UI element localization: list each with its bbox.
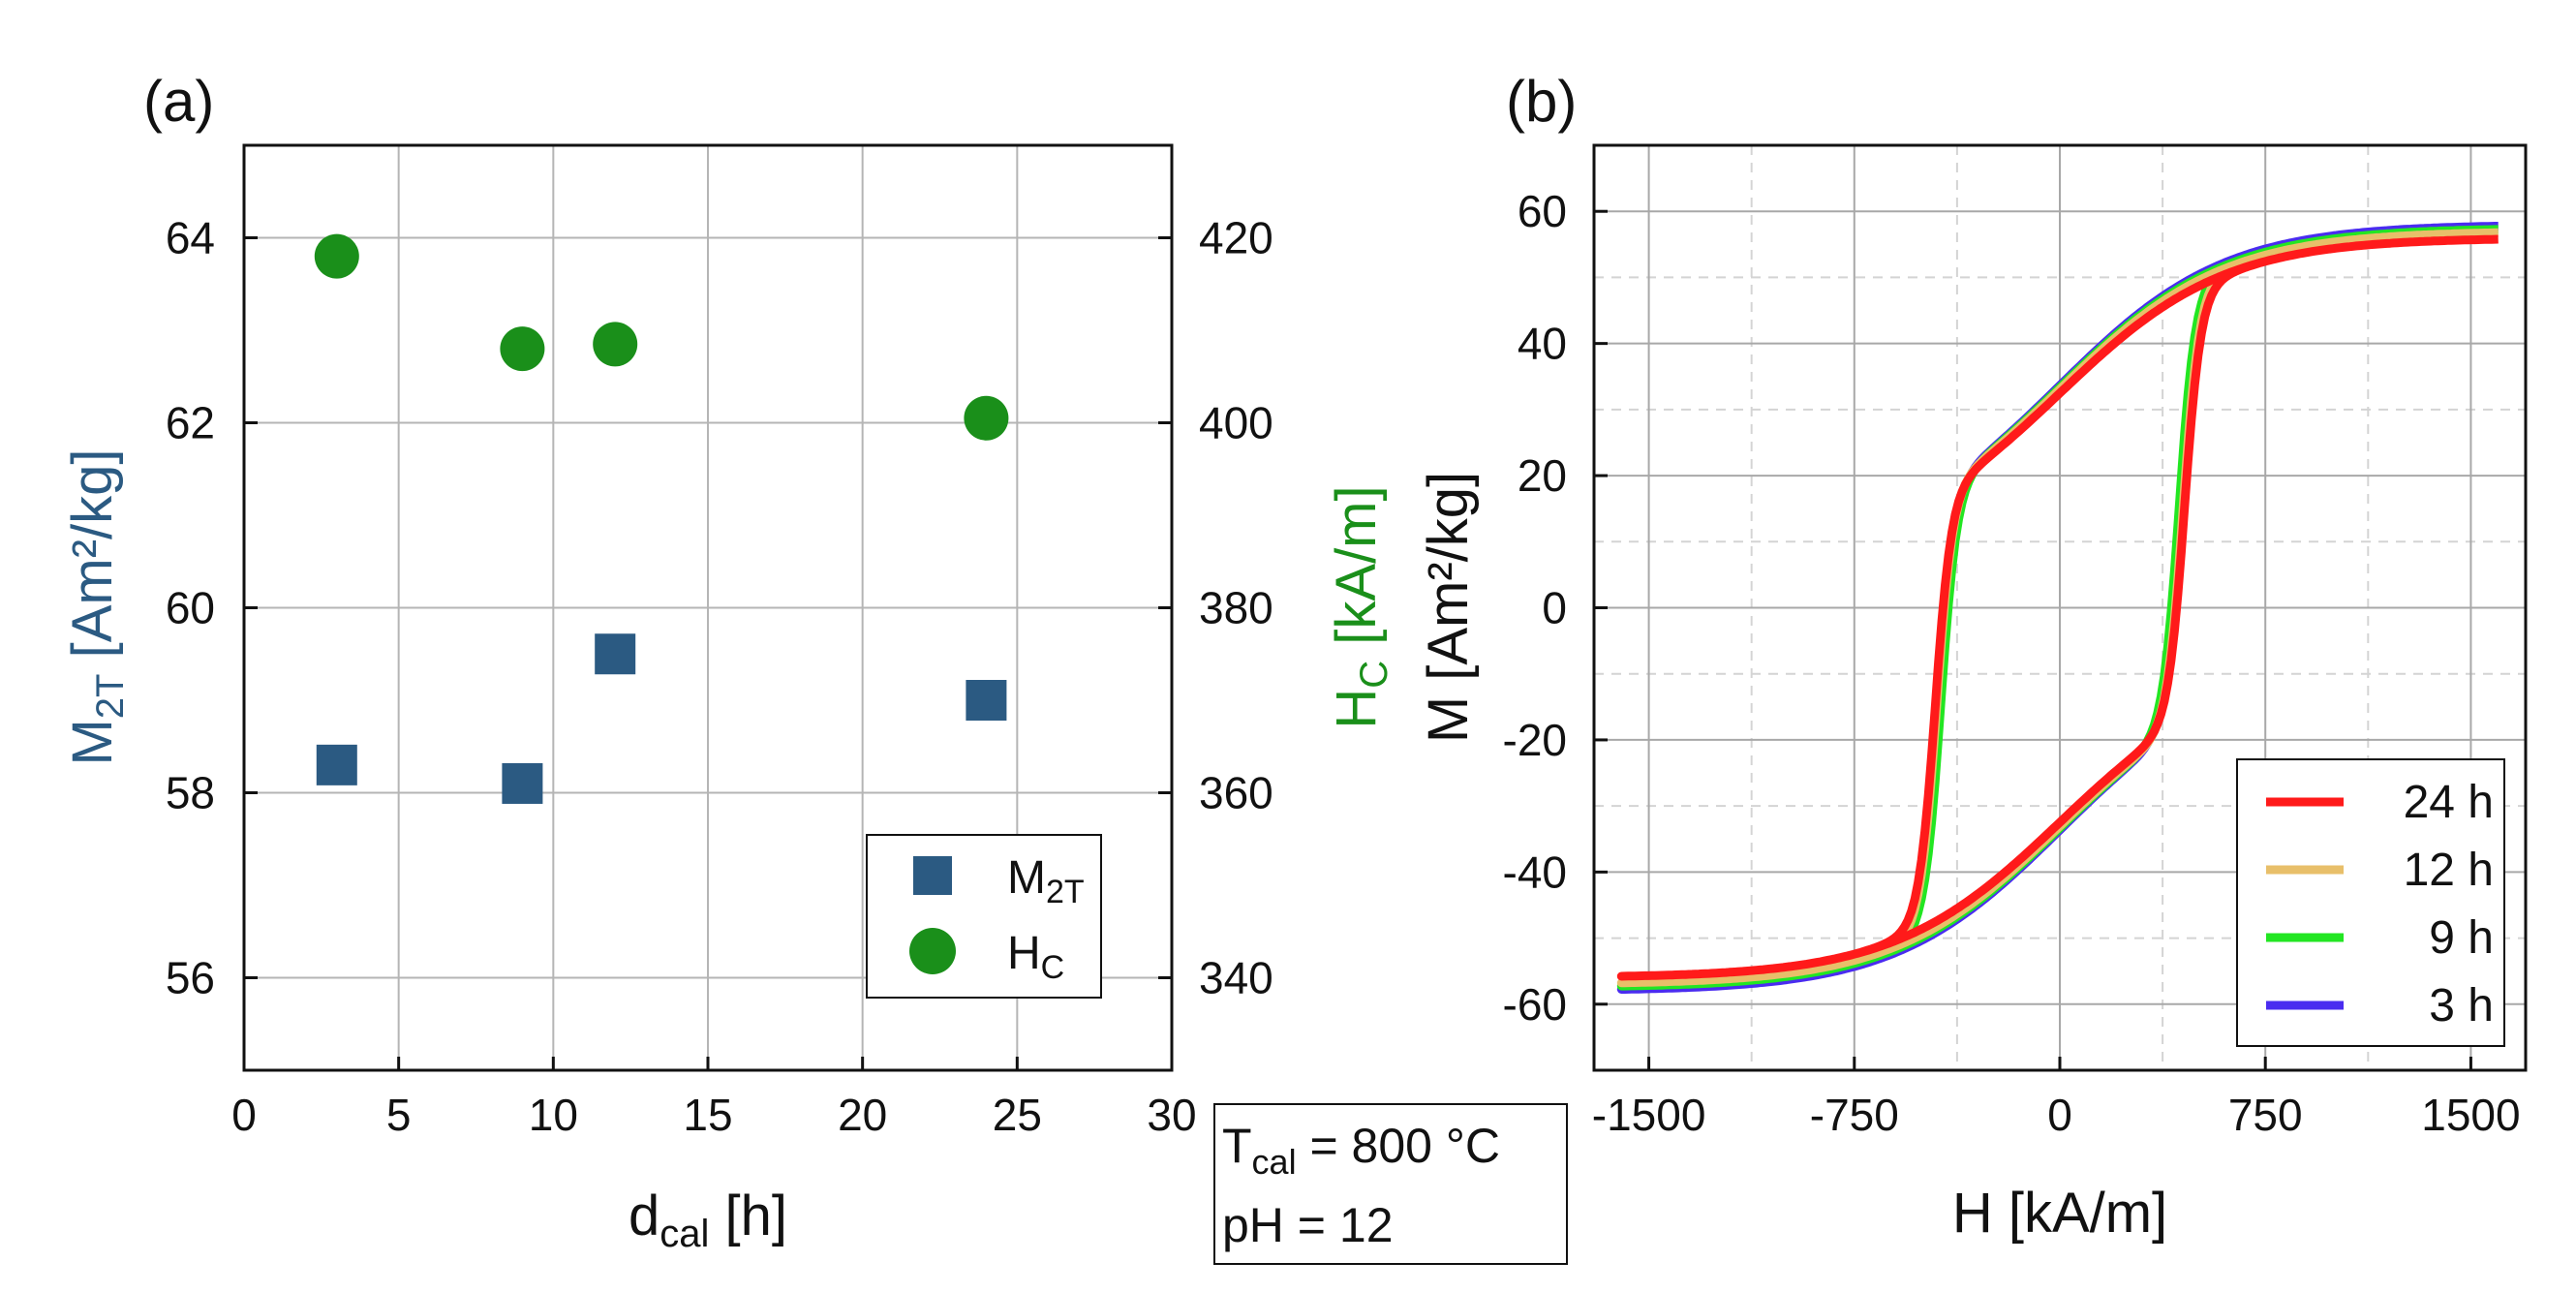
panel-a-legend: M2T HC [866, 834, 1102, 999]
panel-a-grid [244, 145, 1172, 1070]
panel-b-label: (b) [1506, 69, 1577, 134]
panel-a-ylabel-right: HC [kA/m] [1325, 485, 1395, 728]
y-tick-label: -40 [1503, 847, 1567, 897]
m2t-point [316, 744, 357, 785]
y-left-tick-label: 60 [166, 583, 215, 633]
panel-a: (a) 0 5 10 15 20 25 30 56 58 60 62 64 340 360 380 400 42… [61, 69, 1395, 1255]
panel-a-xlabel: dcal [h] [629, 1185, 787, 1255]
panel-b: (b) -1500 -750 0 750 1500 -60 -40 -20 0 20 40 60 H … [1417, 69, 2528, 1245]
x-tick-label: 0 [2047, 1090, 2072, 1140]
y-right-tick-label: 380 [1199, 583, 1273, 633]
panel-b-legend-box [2236, 758, 2505, 1047]
x-tick-label: 0 [231, 1090, 257, 1140]
y-tick-label: 40 [1518, 319, 1567, 369]
x-tick-label: -1500 [1592, 1090, 1706, 1140]
hc-point [314, 233, 359, 279]
legend-label-12h: 12 h [2404, 845, 2494, 896]
conditions-box: Tcal = 800 °C pH = 12 [1213, 1103, 1568, 1265]
legend-label-3h: 3 h [2429, 980, 2494, 1031]
x-tick-label: 25 [993, 1090, 1042, 1140]
y-tick-label: 20 [1518, 450, 1567, 501]
y-tick-label: 0 [1542, 583, 1567, 633]
hysteresis-curve-24h [1616, 234, 2499, 981]
y-right-tick-label: 360 [1199, 768, 1273, 818]
m2t-point [595, 633, 636, 675]
conditions-frame [1213, 1103, 1568, 1265]
panel-a-marks [314, 233, 1009, 804]
m2t-point [502, 762, 543, 804]
x-tick-label: 750 [2228, 1090, 2303, 1140]
legend-label-m2t: M2T [1007, 852, 1085, 910]
y-right-tick-label: 420 [1199, 213, 1273, 263]
y-left-tick-label: 64 [166, 213, 215, 263]
y-tick-label: -20 [1503, 715, 1567, 765]
x-tick-label: 10 [529, 1090, 578, 1140]
hc-point [964, 395, 1009, 441]
x-tick-label: 30 [1147, 1090, 1196, 1140]
panel-b-lines [1616, 222, 2499, 994]
x-tick-label: 5 [386, 1090, 412, 1140]
y-tick-label: 60 [1518, 186, 1567, 236]
conditions-temperature: Tcal = 800 °C [1222, 1119, 1500, 1182]
panel-a-ticks: 0 5 10 15 20 25 30 56 58 60 62 64 340 360 380 400 420 [166, 213, 1273, 1141]
panel-b-ticks: -1500 -750 0 750 1500 -60 -40 -20 0 20 40 60 [1503, 186, 2521, 1140]
y-tick-label: -60 [1503, 979, 1567, 1030]
panel-a-ylabel-left: M2T [Am²/kg] [61, 448, 132, 765]
legend-square-marker [913, 856, 952, 895]
y-left-tick-label: 62 [166, 398, 215, 448]
panel-b-xlabel: H [kA/m] [1952, 1182, 2167, 1245]
m2t-point [966, 680, 1007, 721]
hc-point [500, 326, 545, 372]
y-left-tick-label: 58 [166, 768, 215, 818]
panel-b-legend-items: 24 h 12 h 9 h 3 h [2266, 777, 2494, 1031]
panel-b-legend: 24 h 12 h 9 h 3 h [2236, 758, 2505, 1047]
hc-point [593, 322, 638, 367]
y-right-tick-label: 400 [1199, 398, 1273, 448]
y-right-tick-label: 340 [1199, 953, 1273, 1003]
panel-a-legend-box [866, 834, 1102, 999]
legend-label-24h: 24 h [2404, 777, 2494, 828]
x-tick-label: 20 [838, 1090, 887, 1140]
panel-a-label: (a) [143, 69, 214, 134]
x-tick-label: 1500 [2421, 1090, 2520, 1140]
conditions-ph: pH = 12 [1222, 1198, 1394, 1252]
x-tick-label: -750 [1810, 1090, 1899, 1140]
y-left-tick-label: 56 [166, 953, 215, 1003]
panel-b-ylabel: M [Am²/kg] [1417, 472, 1480, 743]
legend-label-9h: 9 h [2429, 912, 2494, 964]
legend-label-hc: HC [1007, 928, 1064, 986]
legend-circle-marker [909, 928, 956, 974]
x-tick-label: 15 [683, 1090, 732, 1140]
